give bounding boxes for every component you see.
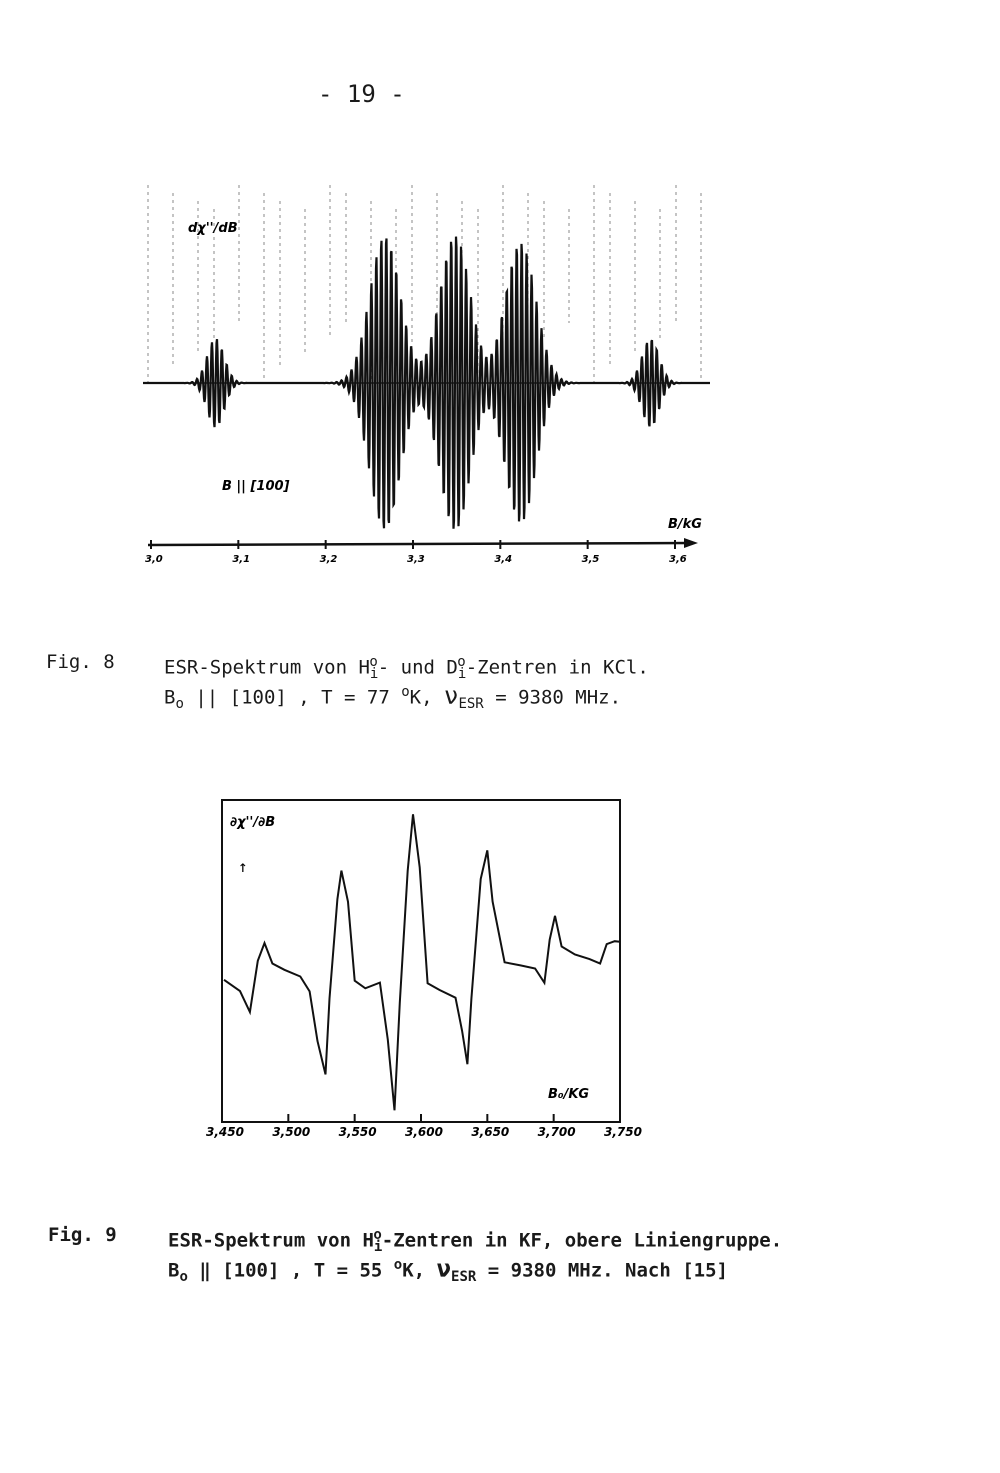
figure-8-caption-line1: ESR-Spektrum von Hio- und Dio-Zentren in… <box>164 647 649 689</box>
figure-8-axis-arrow-icon <box>684 538 698 548</box>
caption-sub: i <box>457 666 467 683</box>
figure-8-label: Fig. 8 <box>46 651 115 673</box>
caption-text: - und D <box>377 656 458 679</box>
caption-text: ‖ [100] , T = 55 <box>187 1259 394 1282</box>
figure-9-spectrum <box>223 814 621 1111</box>
caption-sup: o <box>457 654 466 670</box>
x-tick-label: 3,550 <box>339 1125 377 1139</box>
caption-text: = 9380 MHz. <box>483 686 622 709</box>
caption-sup: o <box>393 1257 403 1273</box>
x-tick-label: 3,5 <box>582 554 600 565</box>
figure-8-spectrum <box>143 236 710 529</box>
x-tick-label: 3,700 <box>538 1125 576 1139</box>
x-tick-label: 3,500 <box>272 1125 310 1139</box>
x-tick-label: 3,2 <box>320 554 338 565</box>
caption-sup: o <box>373 1227 382 1243</box>
figure-9-caption: Fig. 9 ESR-Spektrum von Hio-Zentren in K… <box>48 1220 782 1285</box>
caption-nu: ν <box>444 681 459 710</box>
caption-text: K, <box>409 686 444 709</box>
figure-9-chart: ∂χ''/∂B ↑ B₀/KG 3,450 3,500 3,550 3,600 3,65… <box>206 799 642 1139</box>
caption-sup: o <box>369 654 378 670</box>
figure-9-frame <box>221 799 621 1123</box>
x-tick-label: 3,650 <box>471 1125 509 1139</box>
page-number: - 19 - <box>318 80 405 108</box>
caption-sub: ESR <box>458 696 484 713</box>
figure-9-label: Fig. 9 <box>48 1224 117 1246</box>
caption-text: B <box>168 1259 180 1282</box>
figure-9-up-arrow-icon: ↑ <box>238 857 248 876</box>
x-tick-label: 3,600 <box>405 1125 443 1139</box>
figure-8-xlabel: B/kG <box>668 517 702 532</box>
figure-9-xlabel: B₀/KG <box>548 1087 589 1102</box>
figure-8-caption: Fig. 8 ESR-Spektrum von Hio- und Dio-Zen… <box>46 647 649 712</box>
figure-9-caption-line1: ESR-Spektrum von Hio-Zentren in KF, ober… <box>168 1220 782 1262</box>
figure-8-grid <box>147 185 702 383</box>
caption-text: ESR-Spektrum von H <box>168 1229 374 1252</box>
caption-text: -Zentren in KCl. <box>465 656 649 679</box>
caption-sub: i <box>369 666 379 683</box>
caption-sub: ESR <box>451 1269 477 1286</box>
caption-text: B <box>164 686 176 709</box>
caption-sub: i <box>373 1239 383 1256</box>
x-tick-label: 3,750 <box>604 1125 642 1139</box>
caption-text: -Zentren in KF, obere Liniengruppe. <box>381 1229 783 1252</box>
caption-text: ESR-Spektrum von H <box>164 656 370 679</box>
figure-8-annotation: B || [100] <box>222 479 290 494</box>
caption-text: = 9380 MHz. Nach [15] <box>476 1259 728 1282</box>
figure-9-ylabel: ∂χ''/∂B <box>230 815 275 830</box>
figure-8-chart: dχ''/dB B || [100] B/kG 3,0 3,1 3,2 3,3 3,4 3… <box>143 185 710 565</box>
caption-text: || [100] , T = 77 <box>183 686 402 709</box>
x-tick-label: 3,4 <box>494 554 512 565</box>
x-tick-label: 3,450 <box>206 1125 244 1139</box>
caption-nu: ν <box>436 1254 452 1283</box>
x-tick-label: 3,1 <box>232 554 250 565</box>
caption-text: K, <box>402 1259 437 1282</box>
x-tick-label: 3,0 <box>145 554 163 565</box>
figure-8-x-axis <box>147 541 691 547</box>
x-tick-label: 3,6 <box>669 554 687 565</box>
figure-8-caption-line2: Bo || [100] , T = 77 oK, νESR = 9380 MHz… <box>164 677 621 719</box>
caption-sub: o <box>179 1269 188 1286</box>
caption-sub: o <box>175 696 184 713</box>
x-tick-label: 3,3 <box>407 554 425 565</box>
figure-9-caption-line2: Bo ‖ [100] , T = 55 oK, νESR = 9380 MHz.… <box>168 1250 728 1292</box>
figure-8-ylabel: dχ''/dB <box>188 221 238 236</box>
caption-sup: o <box>401 684 410 700</box>
